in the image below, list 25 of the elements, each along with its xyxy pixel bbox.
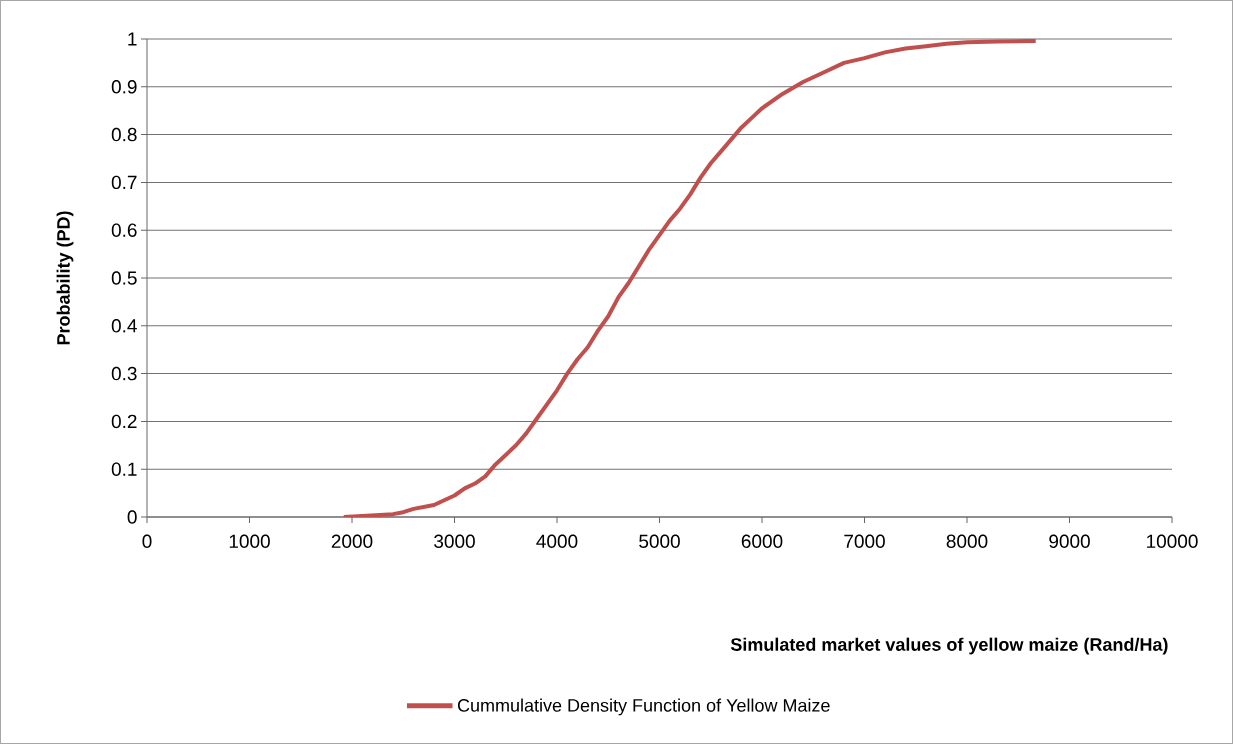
y-tick-label: 0.5: [111, 271, 137, 285]
x-tick-label: 5000: [639, 534, 680, 548]
x-tick-label: 1000: [229, 534, 270, 548]
y-tick-label: 0.2: [111, 414, 137, 429]
y-tick-label: 0.8: [111, 127, 137, 142]
legend-label: Cummulative Density Function of Yellow Maize: [457, 698, 830, 716]
x-tick-label: 0: [142, 534, 152, 548]
x-tick-label: 2000: [331, 534, 373, 548]
y-tick-label: 0.1: [111, 462, 137, 476]
x-tick-label: 7000: [844, 534, 885, 548]
x-axis-title: Simulated market values of yellow maize (Rand/Ha): [730, 637, 1168, 655]
y-tick-label: 0.9: [111, 80, 137, 94]
x-tick-label: 4000: [536, 534, 578, 548]
y-tick-label: 0.4: [111, 319, 137, 333]
y-axis-title: Probability (PD): [56, 211, 74, 345]
y-tick-label: 0.3: [111, 366, 137, 381]
x-tick-label: 10000: [1147, 534, 1198, 548]
x-tick-label: 3000: [434, 534, 475, 548]
y-tick-label: 0.6: [111, 223, 137, 237]
y-tick-label: 1: [128, 32, 137, 46]
x-tick-label: 6000: [741, 534, 783, 548]
x-tick-label: 9000: [1049, 534, 1090, 548]
y-tick-label: 0: [127, 510, 137, 524]
y-tick-label: 0.7: [111, 175, 137, 190]
x-tick-label: 8000: [946, 534, 988, 548]
